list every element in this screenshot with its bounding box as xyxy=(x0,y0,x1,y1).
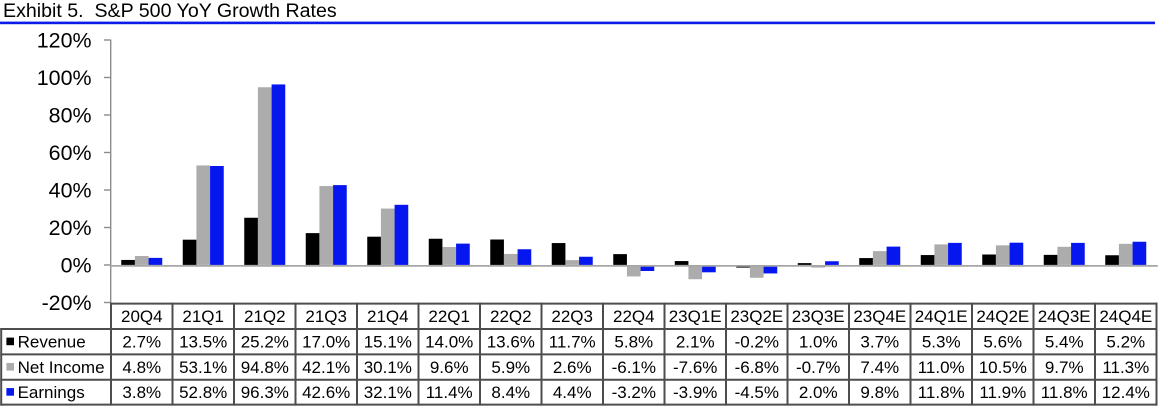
svg-text:-0.2%: -0.2% xyxy=(735,332,779,351)
svg-text:9.6%: 9.6% xyxy=(430,358,469,377)
svg-text:15.1%: 15.1% xyxy=(364,332,412,351)
svg-text:80%: 80% xyxy=(49,104,92,128)
svg-text:17.0%: 17.0% xyxy=(302,332,350,351)
svg-text:2.7%: 2.7% xyxy=(122,332,161,351)
svg-text:11.3%: 11.3% xyxy=(1102,358,1149,377)
svg-text:21Q2: 21Q2 xyxy=(244,307,286,326)
svg-text:11.8%: 11.8% xyxy=(918,383,965,402)
svg-text:3.8%: 3.8% xyxy=(122,383,161,402)
svg-text:Net Income: Net Income xyxy=(18,358,105,377)
svg-text:2.0%: 2.0% xyxy=(799,383,838,402)
svg-text:60%: 60% xyxy=(49,141,92,165)
svg-text:5.4%: 5.4% xyxy=(1045,332,1084,351)
svg-text:9.7%: 9.7% xyxy=(1045,358,1084,377)
svg-text:9.8%: 9.8% xyxy=(860,383,899,402)
svg-text:22Q4: 22Q4 xyxy=(613,307,655,326)
svg-text:30.1%: 30.1% xyxy=(364,358,412,377)
svg-text:-3.2%: -3.2% xyxy=(612,383,656,402)
svg-text:120%: 120% xyxy=(37,29,92,53)
svg-text:11.8%: 11.8% xyxy=(1041,383,1088,402)
svg-text:13.5%: 13.5% xyxy=(179,332,227,351)
svg-text:52.8%: 52.8% xyxy=(179,383,227,402)
svg-text:8.4%: 8.4% xyxy=(491,383,530,402)
svg-text:4.4%: 4.4% xyxy=(553,383,592,402)
svg-text:10.5%: 10.5% xyxy=(979,358,1027,377)
svg-text:23Q4E: 23Q4E xyxy=(853,307,906,326)
svg-text:24Q1E: 24Q1E xyxy=(915,307,968,326)
svg-text:94.8%: 94.8% xyxy=(241,358,289,377)
svg-text:14.0%: 14.0% xyxy=(425,332,473,351)
svg-text:22Q1: 22Q1 xyxy=(428,307,470,326)
svg-text:24Q4E: 24Q4E xyxy=(1099,307,1152,326)
svg-text:21Q3: 21Q3 xyxy=(305,307,347,326)
svg-text:20Q4: 20Q4 xyxy=(121,307,163,326)
svg-text:-4.5%: -4.5% xyxy=(735,383,779,402)
svg-text:22Q2: 22Q2 xyxy=(490,307,532,326)
svg-text:-7.6%: -7.6% xyxy=(673,358,717,377)
svg-text:Revenue: Revenue xyxy=(18,332,86,351)
svg-text:5.9%: 5.9% xyxy=(491,358,530,377)
svg-text:4.8%: 4.8% xyxy=(122,358,161,377)
svg-text:42.1%: 42.1% xyxy=(302,358,350,377)
svg-text:7.4%: 7.4% xyxy=(860,358,899,377)
svg-text:24Q3E: 24Q3E xyxy=(1038,307,1091,326)
svg-text:11.9%: 11.9% xyxy=(979,383,1026,402)
svg-text:23Q2E: 23Q2E xyxy=(730,307,783,326)
svg-text:5.2%: 5.2% xyxy=(1106,332,1145,351)
svg-text:-6.1%: -6.1% xyxy=(612,358,656,377)
svg-text:11.0%: 11.0% xyxy=(918,358,965,377)
svg-text:20%: 20% xyxy=(49,216,92,240)
svg-text:23Q3E: 23Q3E xyxy=(792,307,845,326)
svg-text:3.7%: 3.7% xyxy=(860,332,899,351)
svg-text:-3.9%: -3.9% xyxy=(673,383,717,402)
svg-text:5.8%: 5.8% xyxy=(614,332,653,351)
svg-text:2.1%: 2.1% xyxy=(676,332,715,351)
svg-text:21Q1: 21Q1 xyxy=(182,307,224,326)
svg-text:21Q4: 21Q4 xyxy=(367,307,409,326)
svg-text:12.4%: 12.4% xyxy=(1102,383,1150,402)
svg-text:Earnings: Earnings xyxy=(18,383,85,402)
svg-text:1.0%: 1.0% xyxy=(799,332,838,351)
svg-text:-20%: -20% xyxy=(42,291,92,315)
svg-text:96.3%: 96.3% xyxy=(241,383,289,402)
svg-text:25.2%: 25.2% xyxy=(241,332,289,351)
svg-text:5.6%: 5.6% xyxy=(983,332,1022,351)
svg-text:24Q2E: 24Q2E xyxy=(976,307,1029,326)
svg-text:32.1%: 32.1% xyxy=(364,383,412,402)
svg-text:22Q3: 22Q3 xyxy=(551,307,593,326)
svg-text:53.1%: 53.1% xyxy=(179,358,227,377)
svg-text:Exhibit 5. S&P 500 YoY Growth: Exhibit 5. S&P 500 YoY Growth Rates xyxy=(3,0,337,22)
svg-text:5.3%: 5.3% xyxy=(922,332,961,351)
svg-text:2.6%: 2.6% xyxy=(553,358,592,377)
svg-text:-6.8%: -6.8% xyxy=(735,358,779,377)
svg-text:40%: 40% xyxy=(49,179,92,203)
svg-text:0%: 0% xyxy=(61,254,92,278)
svg-text:11.4%: 11.4% xyxy=(426,383,473,402)
svg-text:13.6%: 13.6% xyxy=(487,332,535,351)
svg-text:42.6%: 42.6% xyxy=(302,383,350,402)
svg-text:-0.7%: -0.7% xyxy=(796,358,840,377)
svg-text:11.7%: 11.7% xyxy=(549,332,596,351)
svg-text:100%: 100% xyxy=(37,66,92,90)
svg-text:23Q1E: 23Q1E xyxy=(669,307,722,326)
